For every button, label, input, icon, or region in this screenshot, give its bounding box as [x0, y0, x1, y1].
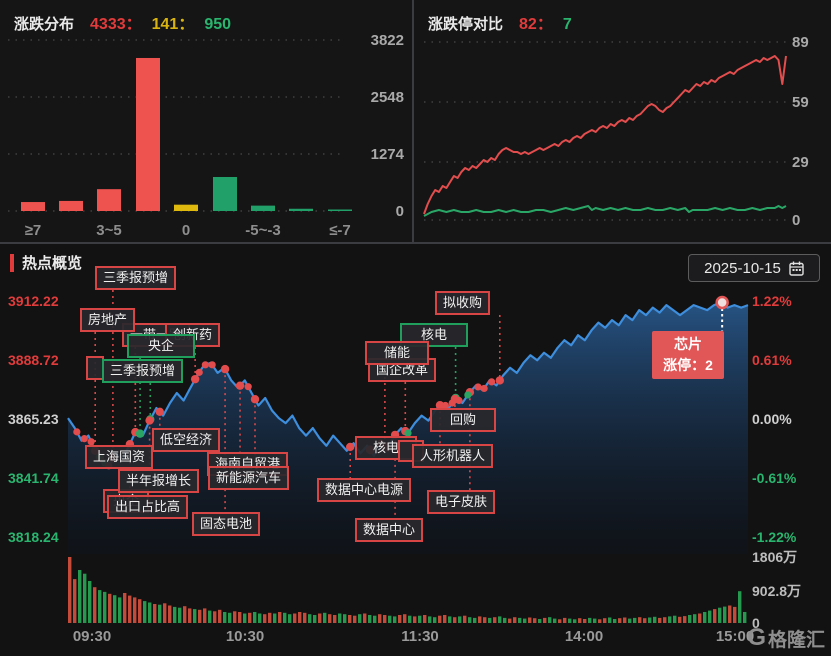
panel-limit-compare: 涨跌停对比 82： 7 89 59 29 0: [414, 0, 831, 242]
limit-series-up: [423, 55, 787, 215]
event-dot: [390, 430, 400, 440]
dist-bar--5~-3: [251, 205, 275, 211]
price-axis-label: 3841.74: [8, 470, 59, 486]
date-value: 2025-10-15: [704, 259, 781, 277]
distribution-up-count: 4333：: [90, 16, 142, 33]
dist-bar-3~5: [97, 189, 121, 211]
time-tick-09:30: 09:30: [72, 628, 112, 645]
price-axis-label: 3912.22: [8, 293, 59, 309]
event-dot: [125, 439, 135, 449]
dist-bar-≥7: [21, 202, 45, 211]
distribution-bar-chart: 3822 2548 1274 0 ≥7 3~5 0 -5~-3 ≤-7: [8, 34, 405, 239]
dist-y-tick: 1274: [371, 146, 405, 163]
tooltip-count: 涨停：2: [663, 357, 713, 373]
dist-x-tick: -5~-3: [245, 222, 280, 239]
dist-bar--3~0: [213, 176, 237, 211]
limit-y-tick: 29: [792, 154, 809, 171]
time-tick-14:00: 14:00: [564, 628, 604, 645]
gelonghui-watermark: G 格隆汇: [747, 624, 825, 652]
limit-up-count: 82：: [519, 16, 553, 33]
time-tick-15:00: 15:00: [715, 628, 755, 645]
event-dot: [108, 454, 118, 463]
limit-down-count: 7: [562, 16, 572, 33]
limit-line-chart: 89 59 29 0: [423, 34, 809, 229]
price-axis-label: 3818.24: [8, 529, 59, 545]
limit-series-down: [423, 205, 787, 217]
calendar-icon: [789, 261, 804, 276]
highlight-marker: [715, 295, 729, 310]
event-dot: [135, 429, 145, 438]
dist-x-tick: 0: [182, 222, 190, 239]
hotspots-intraday-chart: [67, 290, 749, 623]
limit-y-tick: 89: [792, 34, 809, 51]
dist-y-tick: 2548: [371, 89, 404, 106]
date-picker[interactable]: 2025-10-15: [688, 254, 820, 282]
dist-bar-5~7: [59, 200, 83, 211]
volume-axis-label: 1806万: [752, 549, 798, 565]
event-dot: [250, 395, 260, 404]
time-tick-11:30: 11:30: [401, 628, 439, 645]
dist-bar-≤-7: [328, 209, 352, 211]
pct-axis-label: -0.61%: [752, 470, 797, 486]
top-row: 涨跌分布 4333： 141： 950 3822 2548 1274 0 ≥7 3~5 0 -…: [0, 0, 831, 244]
gelonghui-logo: G: [747, 624, 766, 651]
volume-axis-label: 902.8万: [752, 583, 802, 599]
event-dot: [155, 407, 164, 416]
limit-y-tick: 59: [792, 94, 809, 111]
pct-axis-label: 0.61%: [752, 352, 792, 368]
distribution-down-count: 950: [204, 16, 232, 33]
gelonghui-text: 格隆汇: [767, 629, 825, 651]
dist-x-tick: 3~5: [96, 222, 121, 239]
distribution-header: 涨跌分布 4333： 141： 950: [14, 10, 231, 34]
hotspots-title: 热点概览: [22, 255, 83, 272]
chip-limit-up-tooltip: 芯片 涨停：2: [652, 331, 724, 379]
dist-bar-0: [174, 204, 198, 211]
index-area-fill: [68, 302, 748, 554]
event-dot: [145, 416, 154, 425]
event-dot: [220, 364, 230, 374]
distribution-flat-count: 141：: [151, 16, 195, 33]
dist-x-tick: ≥7: [25, 222, 42, 239]
event-dot: [235, 381, 245, 390]
price-axis-label: 3865.23: [8, 411, 59, 427]
hotspots-header: 热点概览: [10, 252, 82, 273]
tooltip-sector: 芯片: [674, 336, 702, 352]
event-dot: [435, 401, 445, 410]
dist-bar-0~3: [136, 57, 160, 211]
price-axis-label: 3888.72: [8, 352, 59, 368]
dist-bar--7~-5: [289, 208, 313, 211]
title-accent-bar: [10, 253, 14, 272]
event-dot: [346, 442, 355, 452]
limit-title: 涨跌停对比: [428, 16, 504, 33]
dist-y-tick: 0: [396, 203, 404, 220]
pct-axis-label: -1.22%: [752, 529, 797, 545]
pct-axis-label: 1.22%: [752, 293, 792, 309]
limit-y-tick: 0: [792, 212, 800, 229]
pct-axis-label: 0.00%: [752, 411, 792, 427]
dist-x-tick: ≤-7: [329, 222, 351, 239]
event-dot: [495, 376, 504, 385]
event-dot: [190, 374, 200, 384]
panel-hotspots: 热点概览 2025-10-15 三季报预增 房地产 一带一路 创新药 央企 三季报预增 低空…: [0, 244, 831, 654]
distribution-title: 涨跌分布: [14, 16, 75, 33]
dist-y-tick: 3822: [371, 34, 404, 49]
panel-distribution: 涨跌分布 4333： 141： 950 3822 2548 1274 0 ≥7 3~5 0 -…: [0, 0, 414, 242]
limit-header: 涨跌停对比 82： 7: [428, 10, 572, 34]
time-tick-10:30: 10:30: [225, 628, 265, 645]
volume-axis-label: 0: [752, 615, 760, 631]
